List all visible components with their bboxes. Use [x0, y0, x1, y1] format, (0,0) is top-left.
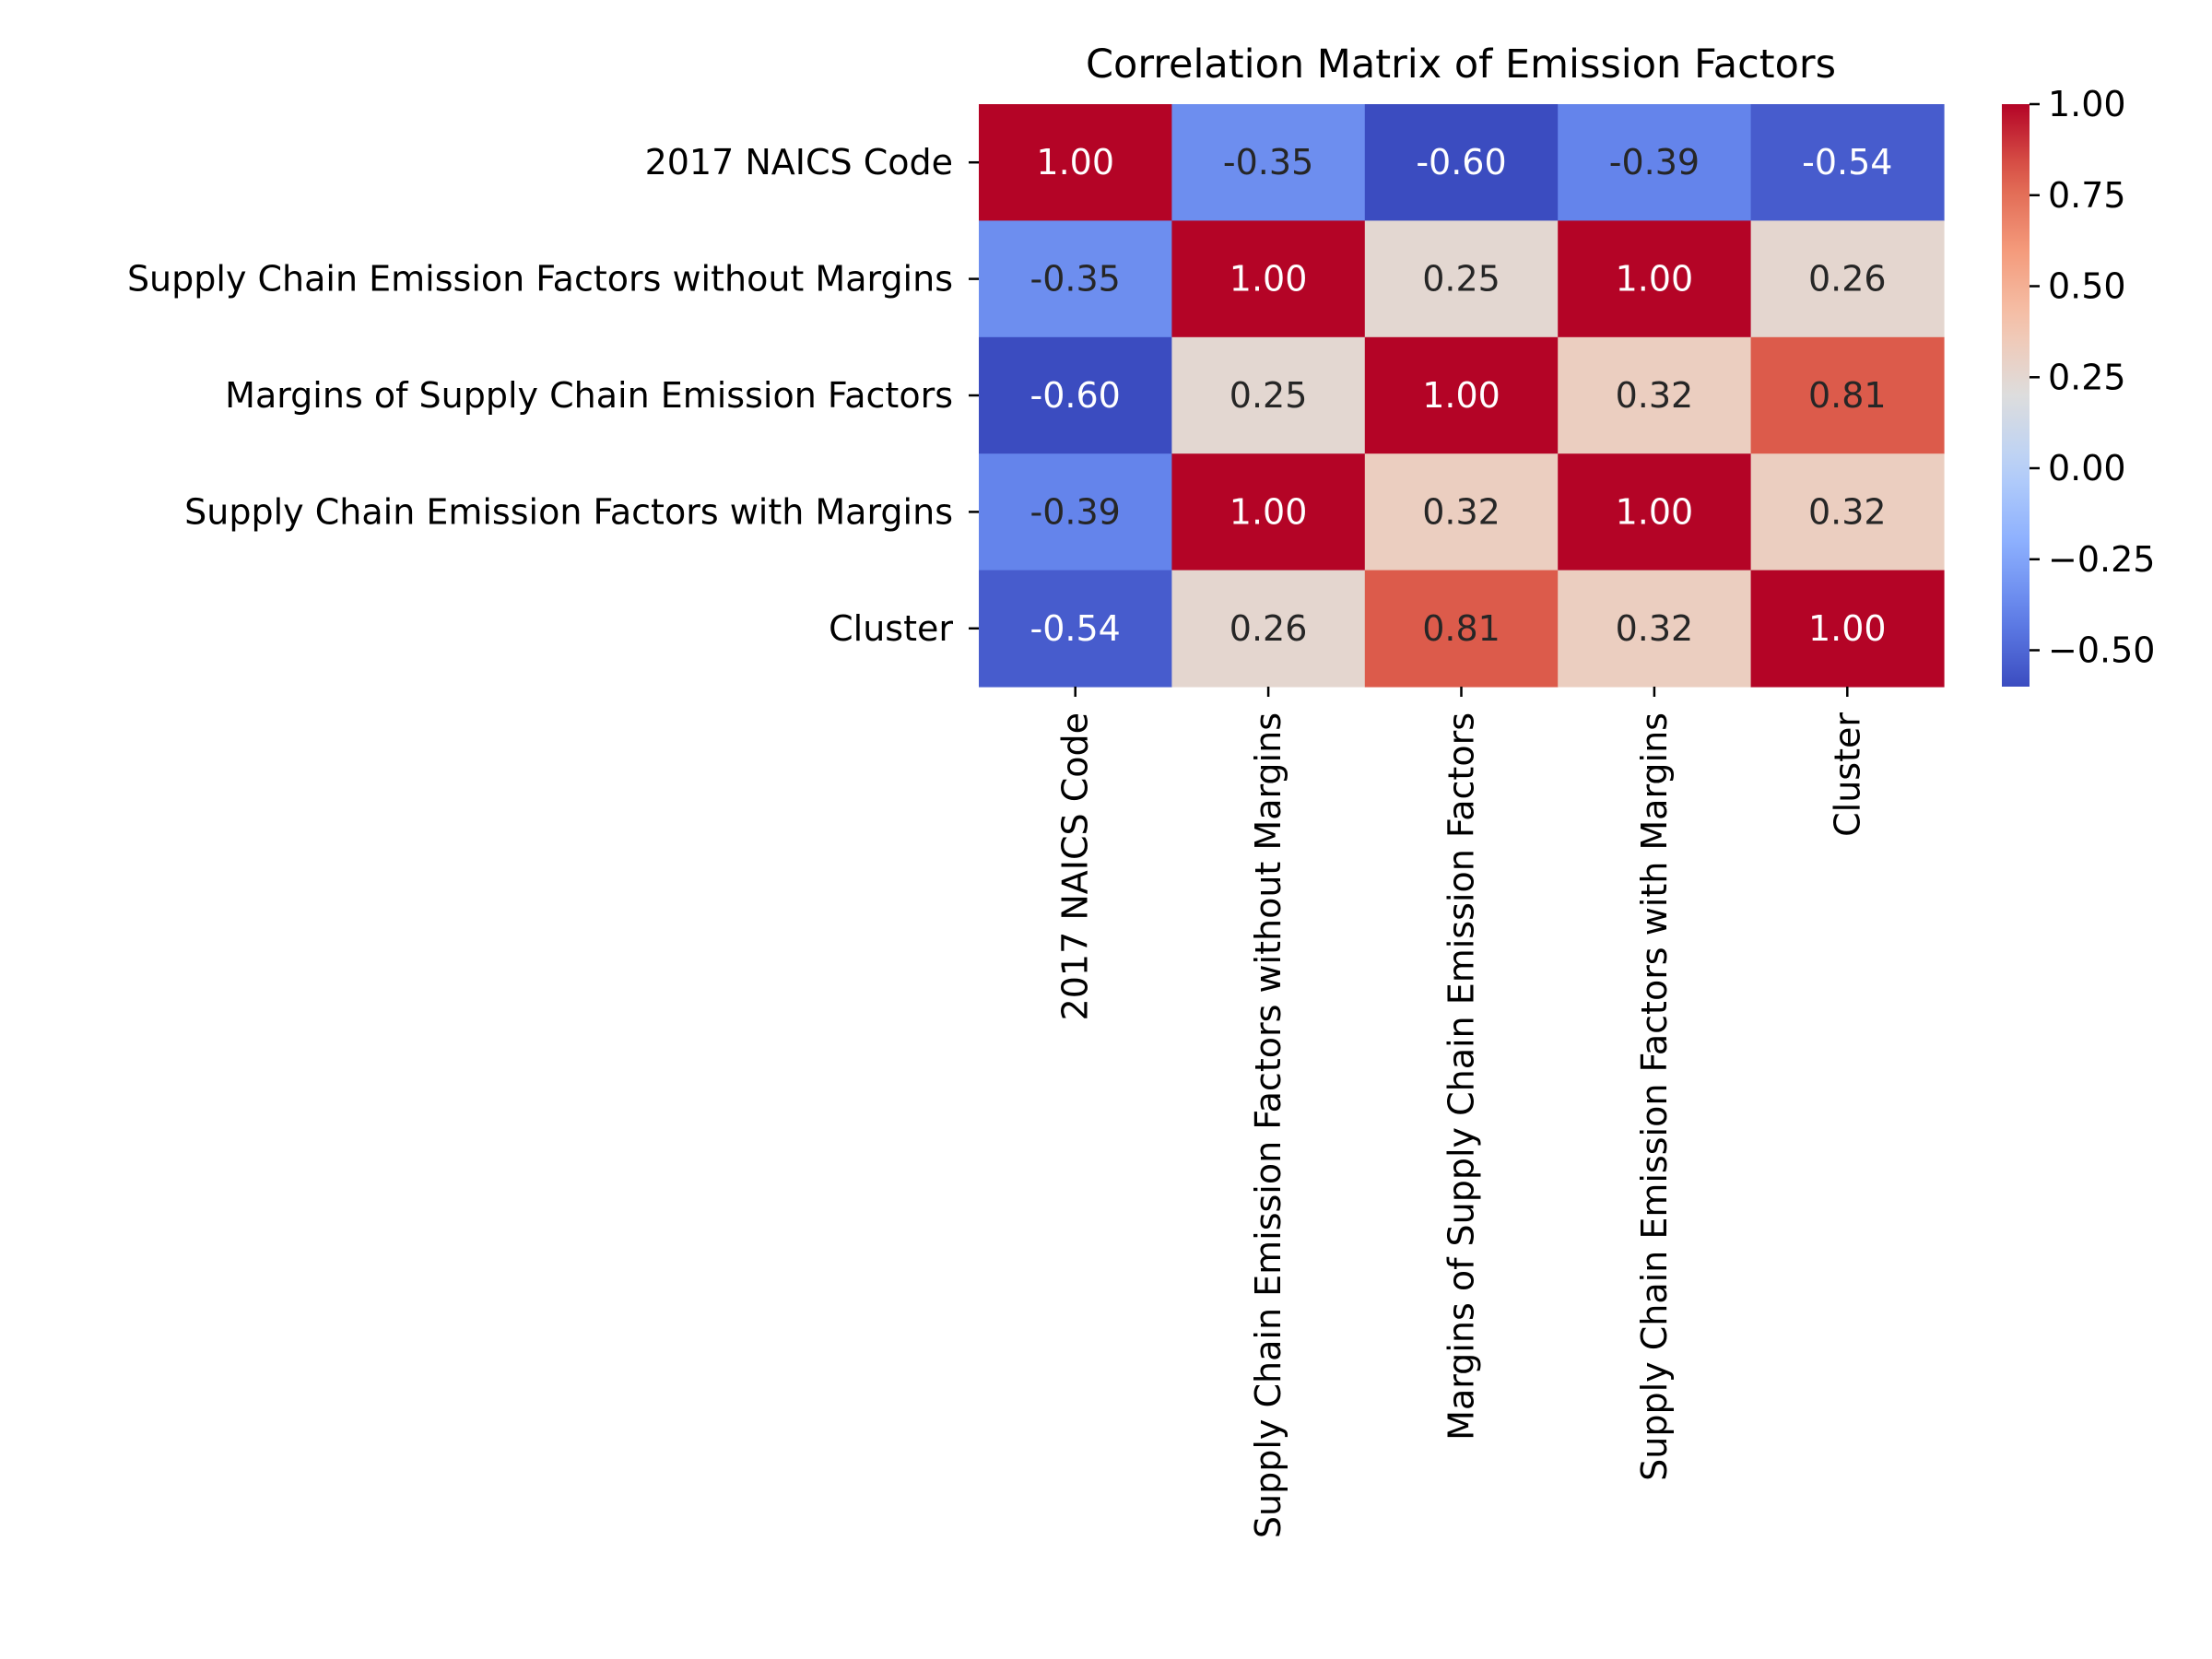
- row-tick-label: Margins of Supply Chain Emission Factors: [225, 375, 953, 416]
- colorbar: 1.00 0.75 0.50 0.25 0.00 −0.25 −0.50: [2002, 84, 2155, 687]
- cell-value-label: 0.81: [1422, 608, 1500, 649]
- cell-value-label: -0.39: [1609, 142, 1700, 182]
- heatmap-cell: [1750, 104, 1945, 221]
- cell-value-label: 1.00: [1230, 259, 1308, 300]
- cell-value-label: 0.25: [1230, 375, 1308, 416]
- colorbar-tick-label: −0.50: [2048, 630, 2155, 671]
- row-tick-label: Supply Chain Emission Factors with Margi…: [184, 491, 953, 532]
- row-tick-label: Cluster: [829, 608, 953, 649]
- heatmap-cell: [1171, 570, 1366, 688]
- column-axis: 2017 NAICS Code Supply Chain Emission Fac…: [1055, 687, 1867, 1538]
- cell-value-label: 1.00: [1808, 608, 1887, 649]
- row-axis: 2017 NAICS Code Supply Chain Emission Fac…: [127, 142, 979, 649]
- heatmap-cell: [1750, 336, 1945, 454]
- heatmap-cell: [1558, 220, 1752, 338]
- heatmap-cell: [1171, 453, 1366, 571]
- cell-value-label: 0.26: [1808, 259, 1887, 300]
- colorbar-tick-label: −0.25: [2048, 539, 2155, 580]
- heatmap-cells: [979, 104, 1945, 688]
- column-tick-label: Supply Chain Emission Factors with Margi…: [1634, 712, 1675, 1481]
- heatmap-cell: [1171, 104, 1366, 221]
- heatmap-cell: [1558, 453, 1752, 571]
- cell-value-label: 0.26: [1230, 608, 1308, 649]
- chart-title: Correlation Matrix of Emission Factors: [1086, 41, 1836, 88]
- heatmap-cell: [979, 570, 1172, 688]
- cell-value-label: 0.32: [1616, 608, 1694, 649]
- cell-value-label: -0.39: [1030, 491, 1121, 532]
- row-tick-label: Supply Chain Emission Factors without Ma…: [127, 259, 953, 300]
- row-tick-label: 2017 NAICS Code: [645, 142, 953, 182]
- heatmap-cell: [1750, 570, 1945, 688]
- cell-value-label: -0.35: [1223, 142, 1313, 182]
- heatmap-cell: [1364, 336, 1559, 454]
- cell-value-label: 1.00: [1230, 491, 1308, 532]
- colorbar-tick-label: 1.00: [2048, 84, 2126, 124]
- cell-value-label: -0.35: [1030, 259, 1121, 300]
- cell-value-label: 1.00: [1422, 375, 1500, 416]
- column-tick-label: Margins of Supply Chain Emission Factors: [1441, 712, 1482, 1441]
- heatmap-cell: [979, 336, 1172, 454]
- column-tick-label: Cluster: [1827, 712, 1867, 837]
- heatmap-cell: [1750, 220, 1945, 338]
- heatmap-cell: [1364, 453, 1559, 571]
- cell-value-label: 0.32: [1616, 375, 1694, 416]
- cell-value-label: 0.25: [1422, 259, 1500, 300]
- cell-value-label: 1.00: [1616, 491, 1694, 532]
- heatmap-cell: [1171, 220, 1366, 338]
- heatmap-cell: [1171, 336, 1366, 454]
- heatmap-cell: [979, 104, 1172, 221]
- heatmap-cell: [1364, 570, 1559, 688]
- cell-value-label: 0.32: [1422, 491, 1500, 532]
- colorbar-tick-label: 0.00: [2048, 448, 2126, 488]
- heatmap-cell: [1364, 104, 1559, 221]
- colorbar-gradient: [2002, 104, 2030, 687]
- colorbar-tick-label: 0.50: [2048, 266, 2126, 307]
- heatmap-cell: [1750, 453, 1945, 571]
- cell-value-label: -0.54: [1030, 608, 1121, 649]
- heatmap-cell: [1558, 104, 1752, 221]
- colorbar-tick-label: 0.25: [2048, 357, 2126, 397]
- column-tick-label: Supply Chain Emission Factors without Ma…: [1248, 712, 1288, 1538]
- heatmap-cell: [979, 220, 1172, 338]
- heatmap-cell: [1558, 336, 1752, 454]
- colorbar-tick-label: 0.75: [2048, 175, 2126, 216]
- cell-value-label: -0.60: [1030, 375, 1121, 416]
- cell-value-label: 0.32: [1808, 491, 1887, 532]
- heatmap-cell: [979, 453, 1172, 571]
- cell-value-label: 0.81: [1808, 375, 1887, 416]
- column-tick-label: 2017 NAICS Code: [1055, 712, 1096, 1020]
- cell-value-label: 1.00: [1036, 142, 1114, 182]
- heatmap-cell: [1558, 570, 1752, 688]
- cell-value-label: -0.54: [1802, 142, 1892, 182]
- heatmap-cell-labels: 1.00 -0.35 -0.60 -0.39 -0.54 -0.35 1.00 0.25 1.0…: [1030, 142, 1893, 649]
- cell-value-label: 1.00: [1616, 259, 1694, 300]
- cell-value-label: -0.60: [1416, 142, 1506, 182]
- heatmap-cell: [1364, 220, 1559, 338]
